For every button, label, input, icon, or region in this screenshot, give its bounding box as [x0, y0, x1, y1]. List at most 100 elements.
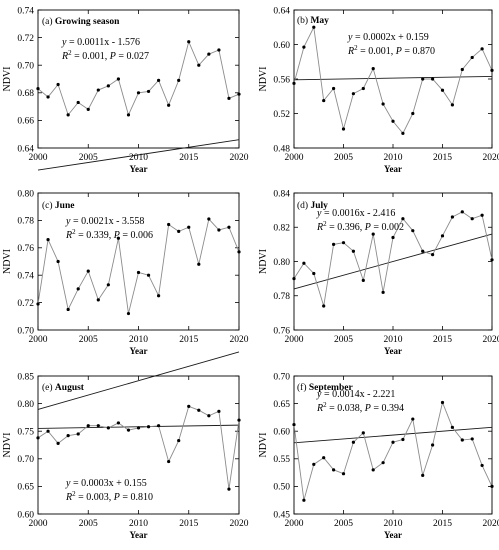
stat-p: P — [113, 230, 120, 241]
data-point — [421, 249, 425, 253]
x-tick-label: 2010 — [129, 153, 148, 163]
panel-title: (d) July — [297, 200, 328, 211]
trend-line — [293, 75, 493, 81]
eq-rest: = 0.0003x + 0.155 — [70, 478, 146, 489]
data-point — [157, 78, 161, 82]
regression-equation: y = 0.0003x + 0.155 — [65, 478, 147, 489]
x-tick-label: 2015 — [433, 519, 452, 529]
y-tick-label: 0.50 — [273, 483, 290, 493]
data-point — [227, 225, 231, 229]
stat-p: P — [364, 403, 371, 414]
data-point — [56, 82, 60, 87]
x-tick-label: 2000 — [285, 519, 304, 529]
data-point — [76, 432, 80, 436]
data-point — [391, 440, 395, 444]
panel-label: (f) — [297, 382, 309, 393]
panel-5: 2000 2005 2010 2015 2020 0.60 0.65 0.70 0.75 0.80… — [2, 372, 249, 540]
panel-3: 2000 2005 2010 2015 2020 0.70 0.72 0.74 0.76 0.78… — [2, 189, 249, 410]
data-point — [237, 418, 241, 422]
data-point — [351, 249, 355, 253]
x-tick-label: 2000 — [29, 153, 48, 163]
eq-rest: = 0.0021x - 3.558 — [70, 216, 144, 227]
y-tick-label: 0.45 — [273, 510, 290, 520]
data-point — [56, 259, 60, 264]
stat-r: R — [65, 492, 72, 503]
y-tick-label: 0.60 — [17, 510, 34, 520]
data-point — [46, 237, 50, 242]
regression-stats: R2 = 0.003, P = 0.810 — [65, 490, 153, 503]
data-point — [66, 307, 70, 312]
data-point — [217, 48, 221, 52]
panel-2: 2000 2005 2010 2015 2020 0.48 0.52 0.56 0.60 0.64… — [258, 6, 499, 174]
x-tick-label: 2000 — [285, 153, 304, 163]
data-point — [341, 127, 346, 131]
data-point — [381, 102, 385, 106]
eq-y: y — [316, 208, 322, 219]
data-point — [431, 253, 435, 257]
stat-r-value: = 0.339, — [76, 230, 114, 241]
eq-y: y — [65, 478, 71, 489]
stat-r-value: = 0.001, — [358, 46, 396, 57]
data-point — [312, 271, 316, 276]
data-point — [136, 426, 141, 430]
x-tick-label: 2005 — [334, 519, 353, 529]
eq-y: y — [61, 37, 67, 48]
data-point — [371, 468, 375, 472]
y-tick-label: 0.55 — [273, 455, 290, 465]
data-point — [126, 113, 131, 117]
data-point — [66, 113, 70, 117]
data-point — [167, 103, 171, 107]
data-point — [351, 92, 355, 96]
data-point — [411, 111, 415, 116]
regression-stats: R2 = 0.001, P = 0.027 — [61, 49, 149, 62]
data-point — [227, 96, 231, 100]
x-tick-label: 2005 — [79, 519, 98, 529]
panel-title-text: Growing season — [55, 17, 120, 27]
data-point — [177, 78, 181, 82]
y-tick-label: 0.64 — [17, 144, 34, 154]
data-point — [207, 52, 211, 56]
data-point — [341, 472, 346, 476]
x-axis-label: Year — [130, 346, 148, 356]
x-tick-label: 2020 — [483, 153, 499, 163]
x-tick-label: 2015 — [179, 519, 198, 529]
y-tick-label: 0.70 — [17, 455, 34, 465]
data-point — [197, 262, 201, 266]
data-point — [86, 269, 90, 273]
data-point — [322, 456, 326, 460]
x-tick-label: 2015 — [433, 335, 452, 345]
data-point — [332, 468, 336, 472]
data-point — [116, 236, 120, 240]
data-point — [361, 431, 365, 435]
data-point — [401, 217, 405, 221]
data-point — [292, 277, 296, 281]
data-point — [136, 91, 141, 95]
data-point — [361, 278, 365, 282]
data-point — [46, 95, 50, 99]
stat-p-value: = 0.002 — [371, 222, 404, 233]
y-tick-label: 0.52 — [273, 110, 290, 120]
data-point — [341, 241, 346, 245]
regression-equation: y = 0.0021x - 3.558 — [65, 216, 144, 227]
trend-line — [293, 426, 493, 444]
data-point — [197, 408, 201, 412]
y-tick-label: 0.60 — [273, 428, 290, 438]
panel-1: 2000 2005 2010 2015 2020 0.64 0.66 0.68 0.70 0.72… — [2, 6, 249, 174]
regression-stats: R2 = 0.339, P = 0.006 — [65, 228, 153, 241]
panel-title-text: September — [309, 383, 354, 393]
data-point — [292, 422, 296, 427]
stat-r-value: = 0.001, — [72, 51, 110, 62]
y-tick-label: 0.65 — [273, 400, 290, 410]
data-point — [332, 242, 336, 246]
data-point — [490, 484, 494, 488]
data-point — [217, 409, 221, 413]
data-point — [126, 428, 131, 432]
data-point — [187, 40, 191, 44]
data-point — [126, 311, 131, 316]
data-point — [440, 400, 445, 405]
data-point — [177, 229, 181, 233]
y-tick-label: 0.85 — [17, 372, 34, 382]
stat-p-value: = 0.394 — [371, 403, 404, 414]
data-point — [167, 222, 171, 227]
y-tick-label: 0.70 — [273, 372, 290, 382]
